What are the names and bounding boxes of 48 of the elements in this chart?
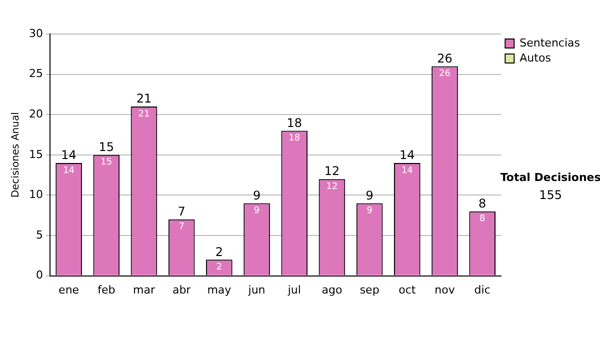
total-label: 14 xyxy=(61,148,76,162)
total-label: 21 xyxy=(136,92,152,106)
total-label: 14 xyxy=(400,148,415,162)
data-label: 7 xyxy=(178,222,184,232)
text: 155 xyxy=(539,188,562,202)
data-label: 18 xyxy=(288,134,300,144)
data-label: 15 xyxy=(100,158,112,168)
total-label: 18 xyxy=(286,116,302,130)
y-tick-label: 30 xyxy=(28,26,43,40)
y-tick-label: 20 xyxy=(28,107,43,120)
x-tick-label: may xyxy=(207,283,232,296)
legend-label: Sentencias xyxy=(520,36,580,50)
x-tick-label: jun xyxy=(247,283,266,296)
total-label: 9 xyxy=(252,188,261,202)
y-tick-label: 5 xyxy=(36,228,43,242)
data-label: 2 xyxy=(216,262,222,273)
x-tick-label: jul xyxy=(286,283,301,296)
data-label: 9 xyxy=(254,206,260,216)
x-tick-label: ago xyxy=(322,283,342,296)
data-label: 8 xyxy=(479,214,486,224)
x-tick-label: dic xyxy=(474,283,490,296)
y-tick-label: 10 xyxy=(28,188,43,202)
total-label: 9 xyxy=(366,188,374,202)
x-tick-label: nov xyxy=(434,283,456,296)
data-label: 9 xyxy=(366,206,373,216)
total-label: 7 xyxy=(178,204,186,219)
data-label: 14 xyxy=(401,166,414,176)
x-tick-label: abr xyxy=(172,283,192,296)
data-label: 21 xyxy=(138,109,150,120)
data-label: 14 xyxy=(63,166,75,176)
x-tick-label: mar xyxy=(132,283,156,296)
total-label: 15 xyxy=(98,140,114,154)
x-tick-label: oct xyxy=(398,283,416,296)
y-axis-title: Decisiones Anual xyxy=(10,112,22,198)
legend-label: Autos xyxy=(520,51,552,64)
total-label: 8 xyxy=(478,196,486,210)
x-tick-label: sep xyxy=(360,283,380,296)
total-label: 12 xyxy=(324,164,340,178)
y-tick-label: 0 xyxy=(36,268,43,282)
x-tick-label: feb xyxy=(98,283,116,296)
y-tick-label: 15 xyxy=(28,148,43,161)
x-tick-label: ene xyxy=(58,283,80,296)
data-label: 26 xyxy=(439,69,451,80)
y-tick-label: 25 xyxy=(28,67,43,80)
total-label: 26 xyxy=(437,51,452,66)
data-label: 12 xyxy=(326,182,338,192)
annotation: Total Decisiones xyxy=(500,170,600,184)
total-label: 2 xyxy=(215,244,223,259)
